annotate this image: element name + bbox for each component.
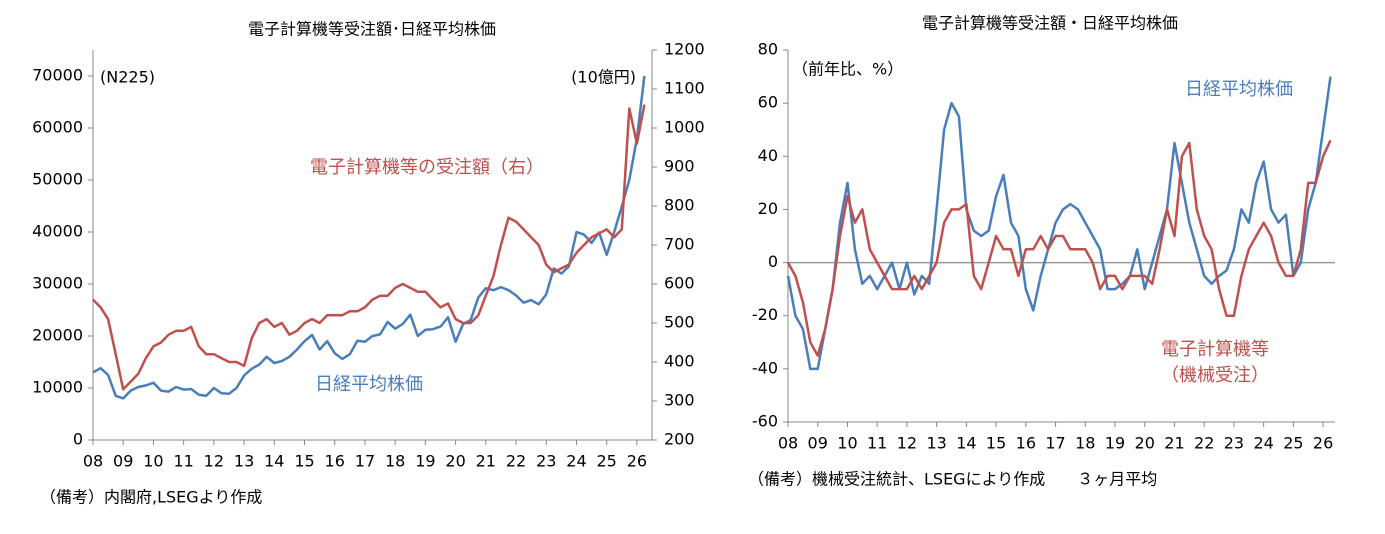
x-tick-label: 26 bbox=[1313, 434, 1333, 453]
x-tick-label: 22 bbox=[506, 452, 526, 471]
y2-axis-label: (10億円) bbox=[571, 68, 636, 87]
x-tick-label: 21 bbox=[1164, 434, 1184, 453]
y-tick-label: 60 bbox=[758, 93, 778, 112]
x-tick-label: 19 bbox=[1105, 434, 1125, 453]
x-tick-label: 18 bbox=[1075, 434, 1095, 453]
y2-tick-label: 1200 bbox=[664, 40, 705, 59]
x-tick-label: 20 bbox=[1135, 434, 1155, 453]
y-tick-label: 0 bbox=[768, 252, 778, 271]
x-tick-label: 17 bbox=[355, 452, 375, 471]
series-label: 電子計算機等の受注額（右） bbox=[310, 157, 544, 178]
x-tick-label: 22 bbox=[1194, 434, 1214, 453]
x-tick-label: 23 bbox=[536, 452, 556, 471]
y2-tick-label: 300 bbox=[664, 391, 695, 410]
y-tick-label: 70000 bbox=[32, 66, 83, 85]
y-tick-label: 10000 bbox=[32, 378, 83, 397]
x-tick-label: 17 bbox=[1045, 434, 1065, 453]
y2-tick-label: 500 bbox=[664, 313, 695, 332]
y-tick-label: 40000 bbox=[32, 222, 83, 241]
y-tick-label: 50000 bbox=[32, 170, 83, 189]
y2-tick-label: 1000 bbox=[664, 118, 705, 137]
x-tick-label: 13 bbox=[926, 434, 946, 453]
y-tick-label: 30000 bbox=[32, 274, 83, 293]
series-label: 日経平均株価 bbox=[315, 374, 423, 395]
y-tick-label: -20 bbox=[752, 305, 778, 324]
x-tick-label: 10 bbox=[143, 452, 163, 471]
y2-tick-label: 200 bbox=[664, 430, 695, 449]
x-tick-label: 20 bbox=[445, 452, 465, 471]
note: （備考）機械受注統計、LSEGにより作成 ３ヶ月平均 bbox=[748, 470, 1157, 489]
y-tick-label: 80 bbox=[758, 40, 778, 59]
x-tick-label: 21 bbox=[476, 452, 496, 471]
series-label: 電子計算機等 bbox=[1161, 339, 1269, 360]
x-tick-label: 11 bbox=[867, 434, 887, 453]
series-line bbox=[786, 139, 1332, 357]
x-tick-label: 09 bbox=[113, 452, 133, 471]
x-tick-label: 11 bbox=[173, 452, 193, 471]
x-tick-label: 19 bbox=[415, 452, 435, 471]
y-tick-label: 40 bbox=[758, 146, 778, 165]
x-tick-label: 24 bbox=[1253, 434, 1273, 453]
series-label-note: （機械受注） bbox=[1161, 365, 1269, 386]
y2-tick-label: 700 bbox=[664, 235, 695, 254]
x-tick-label: 08 bbox=[83, 452, 103, 471]
x-tick-label: 25 bbox=[1283, 434, 1303, 453]
note: （備考）内閣府,LSEGより作成 bbox=[40, 488, 262, 507]
y-tick-label: 20000 bbox=[32, 326, 83, 345]
x-tick-label: 12 bbox=[204, 452, 224, 471]
x-tick-label: 09 bbox=[808, 434, 828, 453]
y2-tick-label: 600 bbox=[664, 274, 695, 293]
x-tick-label: 26 bbox=[627, 452, 647, 471]
y-axis-label: (N225) bbox=[100, 68, 155, 87]
x-tick-label: 14 bbox=[264, 452, 284, 471]
x-tick-label: 12 bbox=[897, 434, 917, 453]
x-tick-label: 16 bbox=[325, 452, 345, 471]
y2-tick-label: 900 bbox=[664, 157, 695, 176]
series-line bbox=[92, 104, 646, 391]
x-tick-label: 25 bbox=[596, 452, 616, 471]
y2-tick-label: 1100 bbox=[664, 79, 705, 98]
y-tick-label: 60000 bbox=[32, 118, 83, 137]
y-tick-label: -40 bbox=[752, 358, 778, 377]
series-line bbox=[786, 76, 1332, 371]
x-tick-label: 23 bbox=[1224, 434, 1244, 453]
x-tick-label: 15 bbox=[986, 434, 1006, 453]
x-tick-label: 24 bbox=[566, 452, 586, 471]
chart-title: 電子計算機等受注額･日経平均株価 bbox=[248, 20, 496, 39]
x-tick-label: 08 bbox=[778, 434, 798, 453]
y2-tick-label: 400 bbox=[664, 352, 695, 371]
y2-tick-label: 800 bbox=[664, 196, 695, 215]
x-tick-label: 14 bbox=[956, 434, 976, 453]
x-tick-label: 13 bbox=[234, 452, 254, 471]
y-tick-label: 0 bbox=[73, 430, 83, 449]
y-tick-label: -60 bbox=[752, 412, 778, 431]
x-tick-label: 16 bbox=[1016, 434, 1036, 453]
x-tick-label: 18 bbox=[385, 452, 405, 471]
y-tick-label: 20 bbox=[758, 199, 778, 218]
x-tick-label: 15 bbox=[294, 452, 314, 471]
chart-title: 電子計算機等受注額・日経平均株価 bbox=[922, 14, 1178, 33]
y-axis-label: （前年比、%） bbox=[792, 60, 903, 79]
series-label: 日経平均株価 bbox=[1185, 79, 1293, 100]
x-tick-label: 10 bbox=[837, 434, 857, 453]
